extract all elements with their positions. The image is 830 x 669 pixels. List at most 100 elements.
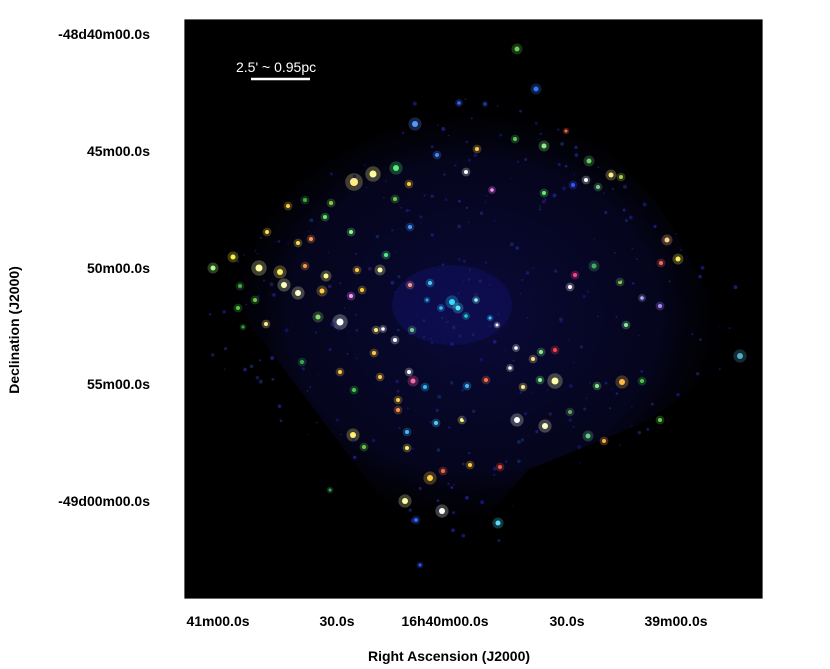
noise-speckle xyxy=(328,348,332,351)
noise-speckle xyxy=(604,210,608,215)
noise-speckle xyxy=(557,162,561,166)
point-source xyxy=(277,269,283,275)
noise-speckle xyxy=(422,319,426,323)
noise-speckle xyxy=(461,462,465,466)
point-source xyxy=(352,388,356,392)
noise-speckle xyxy=(397,275,401,279)
point-source xyxy=(624,323,628,327)
noise-speckle xyxy=(579,461,581,464)
noise-speckle xyxy=(728,326,731,330)
noise-speckle xyxy=(451,528,455,533)
noise-speckle xyxy=(538,208,542,211)
point-source xyxy=(596,185,600,189)
noise-speckle xyxy=(398,426,401,430)
noise-speckle xyxy=(574,153,579,157)
noise-speckle xyxy=(496,105,499,107)
noise-speckle xyxy=(309,385,312,388)
axis-ticks xyxy=(185,20,762,598)
noise-speckle xyxy=(437,394,442,399)
noise-speckle xyxy=(471,333,475,337)
point-source xyxy=(319,288,325,294)
noise-speckle xyxy=(429,421,432,424)
point-source xyxy=(483,102,487,106)
point-source xyxy=(564,129,568,133)
point-source xyxy=(349,294,353,298)
noise-speckle xyxy=(309,218,314,223)
noise-speckle xyxy=(408,508,412,512)
point-source xyxy=(586,158,592,164)
noise-speckle xyxy=(444,322,446,324)
noise-speckle xyxy=(408,209,411,212)
point-source xyxy=(410,378,416,384)
point-source xyxy=(408,283,412,287)
noise-speckle xyxy=(462,280,465,283)
point-source xyxy=(737,353,743,359)
point-source xyxy=(374,328,378,332)
noise-speckle xyxy=(394,291,397,294)
noise-speckle xyxy=(301,367,305,371)
point-source xyxy=(381,327,385,331)
noise-speckle xyxy=(586,290,589,293)
point-source xyxy=(658,418,662,422)
point-source xyxy=(457,101,461,105)
noise-speckle xyxy=(564,164,568,168)
noise-speckle xyxy=(519,391,523,394)
noise-speckle xyxy=(243,367,247,372)
point-source xyxy=(323,215,327,219)
noise-speckle xyxy=(441,316,444,320)
point-source xyxy=(464,314,468,318)
noise-speckle xyxy=(245,303,248,306)
point-source xyxy=(514,46,520,52)
noise-speckle xyxy=(355,328,359,332)
noise-speckle xyxy=(560,141,565,146)
point-source xyxy=(408,225,412,229)
noise-speckle xyxy=(355,252,358,255)
noise-speckle xyxy=(449,342,454,346)
point-source xyxy=(407,182,411,186)
noise-speckle xyxy=(691,333,694,336)
noise-speckle xyxy=(668,280,671,283)
noise-speckle xyxy=(436,448,441,452)
noise-speckle xyxy=(638,334,641,337)
noise-speckle xyxy=(622,208,626,212)
point-source xyxy=(490,188,494,192)
noise-speckle xyxy=(335,418,339,422)
point-source xyxy=(591,263,597,269)
noise-speckle xyxy=(279,419,283,423)
noise-speckle xyxy=(395,379,399,384)
point-source xyxy=(230,254,236,260)
noise-speckle xyxy=(383,196,385,199)
noise-speckle xyxy=(624,219,629,223)
noise-speckle xyxy=(396,389,400,393)
noise-speckle xyxy=(488,325,491,328)
noise-speckle xyxy=(637,430,642,435)
noise-speckle xyxy=(524,157,528,162)
noise-speckle xyxy=(274,240,276,243)
noise-speckle xyxy=(457,292,460,295)
noise-speckle xyxy=(615,392,619,395)
noise-speckle xyxy=(468,158,471,162)
noise-speckle xyxy=(272,292,276,297)
point-source xyxy=(295,290,301,296)
point-source xyxy=(449,299,455,305)
noise-speckle xyxy=(470,117,473,120)
noise-speckle xyxy=(478,279,482,283)
noise-speckle xyxy=(573,173,575,176)
noise-speckle xyxy=(443,173,446,176)
noise-speckle xyxy=(441,127,446,131)
noise-speckle xyxy=(515,246,520,250)
noise-speckle xyxy=(365,186,368,189)
noise-speckle xyxy=(469,346,471,349)
point-source xyxy=(286,204,290,208)
point-source xyxy=(531,357,535,361)
noise-speckle xyxy=(525,271,530,275)
noise-speckle xyxy=(346,352,349,355)
point-source xyxy=(464,170,468,174)
noise-speckle xyxy=(543,198,547,202)
point-source xyxy=(439,508,445,514)
scale-bar-label: 2.5' ~ 0.95pc xyxy=(236,59,316,75)
noise-speckle xyxy=(249,364,254,369)
x-tick-label: 41m00.0s xyxy=(186,613,249,629)
noise-speckle xyxy=(511,505,513,507)
noise-speckle xyxy=(611,388,613,390)
